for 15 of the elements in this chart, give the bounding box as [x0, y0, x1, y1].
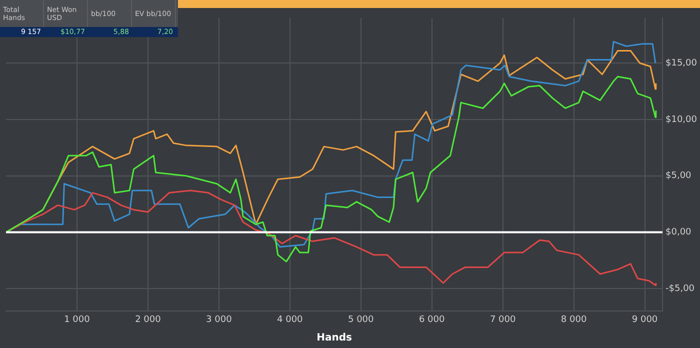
y-tick-label: $0,00: [666, 228, 692, 238]
y-tick-label: $15,00: [666, 58, 698, 68]
y-tick-label: $10,00: [666, 114, 698, 125]
x-axis-title: Hands: [316, 332, 352, 344]
y-tick-label: -$5,00: [666, 284, 695, 294]
x-tick-label: 6 000: [418, 314, 445, 325]
x-tick-label: 5 000: [348, 314, 374, 325]
y-tick-label: $5,00: [666, 171, 692, 182]
x-tick-label: 7 000: [490, 314, 516, 325]
x-tick-label: 9 000: [632, 314, 658, 325]
x-tick-label: 3 000: [206, 314, 232, 325]
x-tick-label: 2 000: [135, 314, 162, 325]
x-tick-label: 4 000: [277, 314, 304, 325]
x-tick-label: 8 000: [560, 314, 587, 325]
x-tick-label: 1 000: [64, 314, 90, 325]
